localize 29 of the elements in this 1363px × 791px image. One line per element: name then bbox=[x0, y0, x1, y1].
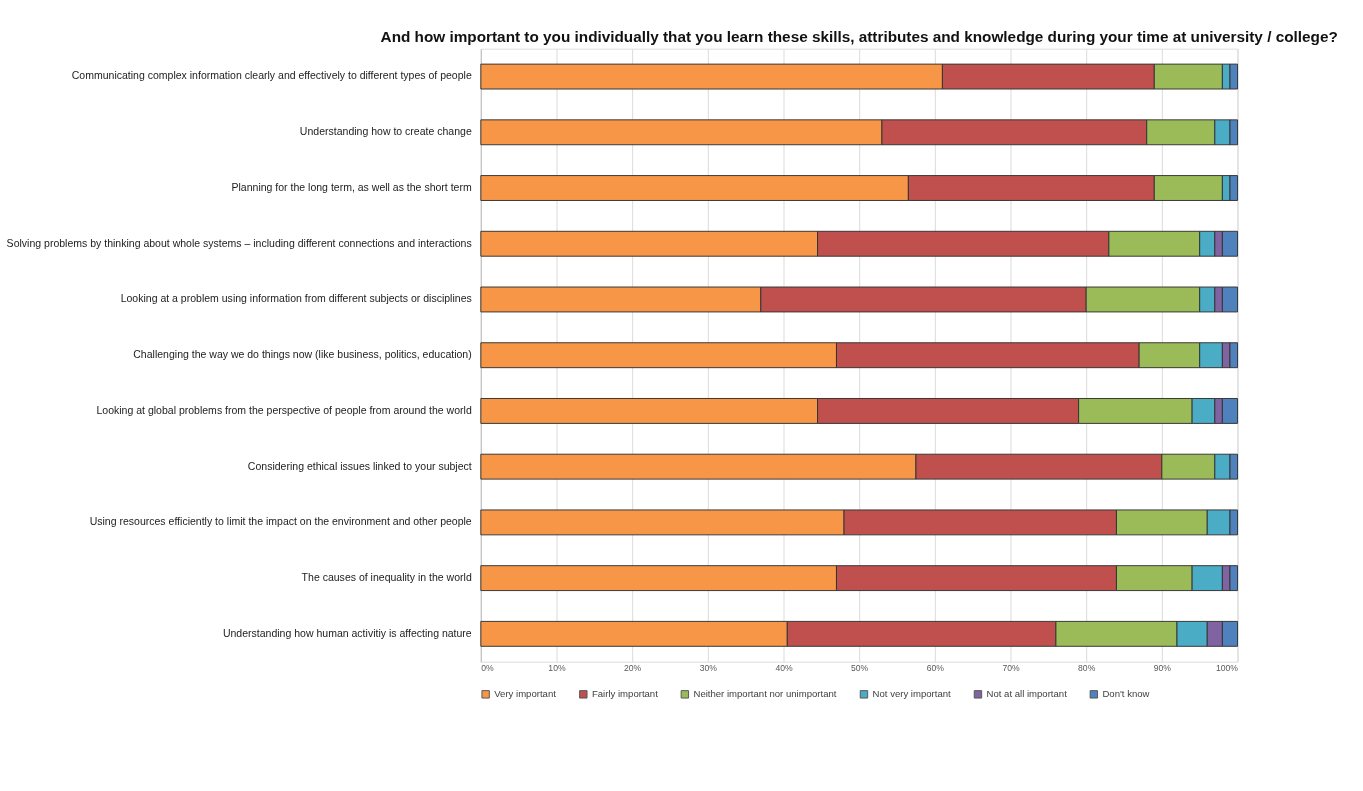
y-tick-label: Challenging the way we do things now (like business, politics, education) bbox=[133, 348, 472, 361]
y-tick-label: Understanding how to create change bbox=[299, 125, 472, 138]
x-tick-label: 50% bbox=[851, 662, 869, 673]
y-tick-label: The causes of inequality in the world bbox=[301, 571, 472, 583]
y-tick-label: Communicating complex information clearly and effectively to different types of people bbox=[71, 69, 472, 82]
x-tick-label: 20% bbox=[624, 662, 642, 673]
x-tick-label: 90% bbox=[1153, 662, 1172, 673]
x-tick-label: 100% bbox=[1215, 662, 1239, 673]
x-tick-label: 10% bbox=[548, 662, 566, 673]
y-tick-label: Looking at a problem using information from different subjects or disciplines bbox=[120, 292, 472, 305]
chart-title: And how important to you individually that you learn these skills, attributes and knowledge during your time at university / college? bbox=[380, 28, 1338, 45]
y-tick-label: Understanding how human activitiy is affecting nature bbox=[222, 626, 472, 639]
legend-label: Don't know bbox=[1102, 688, 1150, 700]
x-tick-label: 80% bbox=[1078, 662, 1096, 673]
y-tick-label: Planning for the long term, as well as the short term bbox=[231, 180, 472, 193]
x-tick-label: 40% bbox=[775, 662, 793, 673]
legend-label: Not very important bbox=[872, 688, 952, 700]
legend-label: Fairly important bbox=[591, 688, 659, 700]
legend-label: Very important bbox=[494, 688, 557, 700]
x-tick-label: 70% bbox=[1002, 662, 1020, 673]
y-tick-label: Using resources efficiently to limit the impact on the environment and other people bbox=[89, 515, 472, 528]
x-tick-label: 60% bbox=[926, 662, 945, 673]
x-tick-label: 30% bbox=[699, 662, 718, 673]
y-tick-label: Looking at global problems from the perspective of people from around the world bbox=[96, 403, 472, 416]
legend-label: Not at all important bbox=[986, 688, 1068, 700]
legend-label: Neither important nor unimportant bbox=[693, 688, 837, 700]
x-tick-label: 0% bbox=[481, 662, 495, 673]
y-tick-label: Considering ethical issues linked to your subject bbox=[247, 459, 472, 472]
y-tick-label: Solving problems by thinking about whole systems – including different connections and interactions bbox=[6, 236, 472, 249]
